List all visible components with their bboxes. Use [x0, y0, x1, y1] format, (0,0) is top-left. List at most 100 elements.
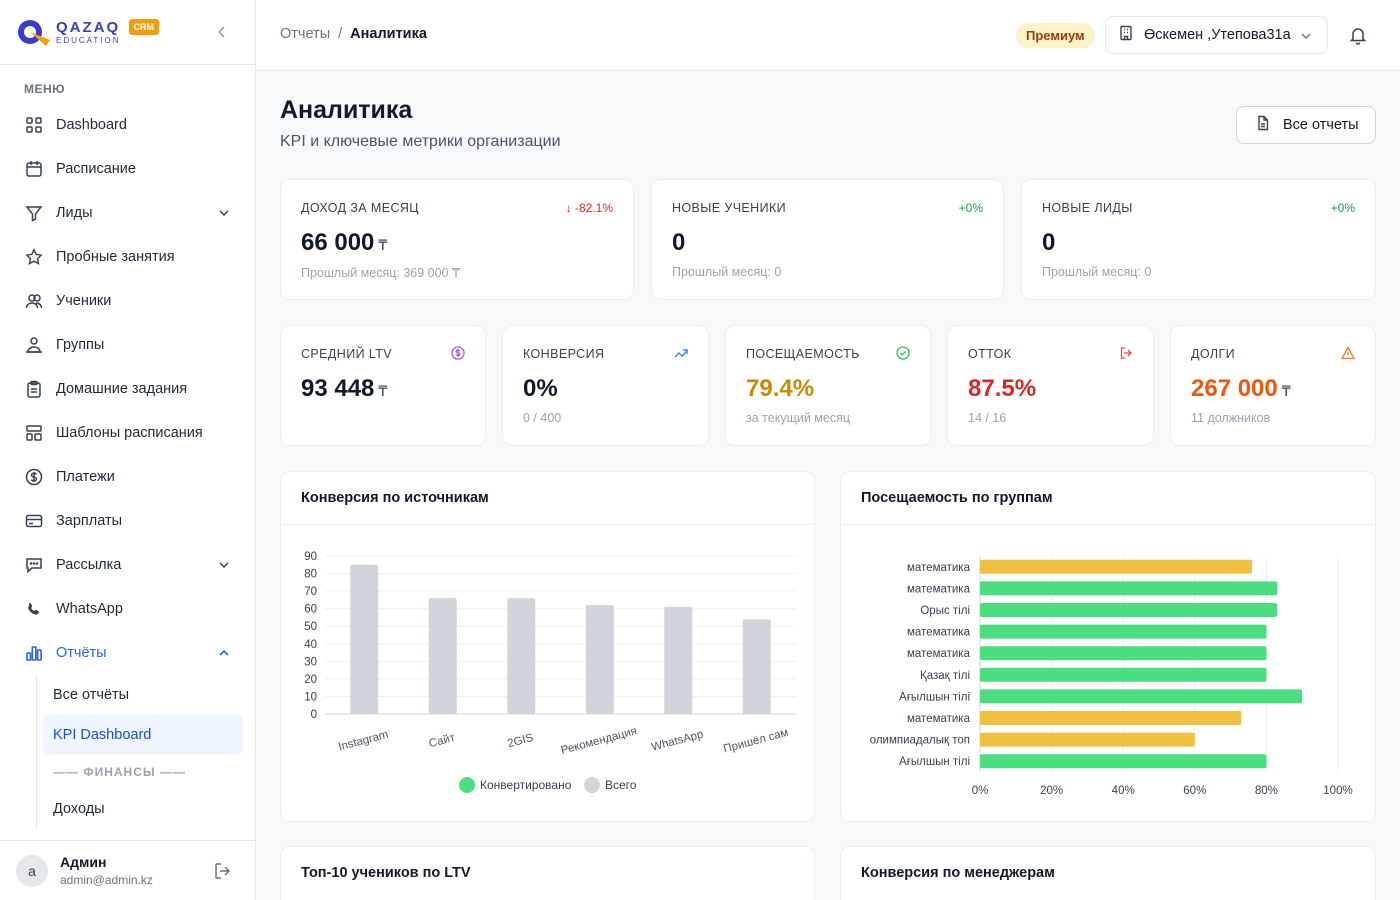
kpi-delta: +0%	[958, 201, 983, 215]
warning-icon	[1340, 346, 1356, 365]
users-icon	[24, 291, 44, 311]
breadcrumb-current: Аналитика	[350, 26, 427, 42]
kpi-value: 0%	[523, 375, 558, 402]
phone-icon	[24, 599, 44, 619]
chevron-up-icon[interactable]	[216, 645, 232, 665]
y-tick-label: математика	[907, 627, 971, 639]
kpi-sub: за текущий месяц	[746, 411, 850, 425]
arrow-down-icon: ↓	[565, 201, 572, 215]
x-tick-label: 60%	[1183, 785, 1206, 797]
avatar[interactable]: a	[16, 854, 48, 887]
kpi-card-churn: ОТТОК 87.5% 14 / 16	[947, 325, 1154, 446]
nav-label: Рассылка	[56, 557, 122, 573]
kpi-value: 79.4%	[746, 375, 815, 402]
logo-mark-icon	[16, 16, 52, 48]
kpi-value: 267 000 ₸	[1191, 375, 1291, 402]
nav-item-groups[interactable]: Группы	[10, 323, 246, 367]
legend-label: Всего	[605, 778, 637, 792]
card-icon	[24, 511, 44, 531]
y-tick-label: Орыс тілі	[920, 605, 970, 617]
top-bar: Отчеты / Аналитика Премиум Өскемен ,Утепов…	[256, 0, 1400, 71]
kpi-label: ОТТОК	[968, 347, 1012, 361]
branch-selector[interactable]: Өскемен ,Утепова31а	[1105, 16, 1328, 54]
x-tick-label: WhatsApp	[650, 728, 704, 753]
y-tick-label: 0	[311, 709, 317, 721]
page-subtitle: KPI и ключевые метрики организации	[280, 133, 561, 150]
kpi-sub: Прошлый месяц: 0	[672, 265, 782, 279]
nav-item-mailing[interactable]: Рассылка	[10, 543, 246, 587]
y-tick-label: Ағылшын тілі	[899, 691, 970, 703]
y-tick-label: 90	[304, 551, 317, 563]
breadcrumb-separator: /	[338, 26, 343, 42]
bar-attendance	[980, 732, 1195, 747]
nav-item-homework[interactable]: Домашние задания	[10, 367, 246, 411]
nav-item-schedule[interactable]: Расписание	[10, 147, 246, 191]
group-icon	[24, 335, 44, 355]
user-panel: a Админ admin@admin.kz	[0, 840, 256, 900]
all-reports-button[interactable]: Все отчеты	[1236, 106, 1376, 144]
chevron-left-icon	[217, 26, 225, 38]
sidebar-header: QAZAQ EDUCATION CRM	[0, 0, 255, 65]
chevron-down-icon[interactable]	[216, 557, 232, 577]
kpi-sub: Прошлый месяц: 0	[1042, 265, 1152, 279]
kpi-card-monthly-income: ДОХОД ЗА МЕСЯЦ ↓ -82.1% 66 000 ₸ Прошлый …	[280, 179, 634, 300]
legend-swatch	[584, 777, 600, 793]
finance-separator: —— ФИНАНСЫ ——	[53, 765, 186, 779]
panel-title: Конверсия по менеджерам	[861, 865, 1055, 881]
dollar-circle-icon	[451, 346, 465, 365]
nav-item-trial-lessons[interactable]: Пробные занятия	[10, 235, 246, 279]
sub-item-income[interactable]: Доходы	[53, 801, 105, 817]
trend-up-icon	[674, 346, 688, 365]
nav-label: Лиды	[56, 205, 93, 221]
breadcrumb: Отчеты / Аналитика	[280, 26, 427, 42]
bar-attendance	[980, 603, 1278, 617]
notifications-button[interactable]	[1348, 25, 1368, 50]
chevron-down-icon[interactable]	[216, 205, 232, 225]
funnel-icon	[24, 203, 44, 223]
menu-section-title: МЕНЮ	[24, 82, 66, 96]
user-name: Админ	[60, 854, 107, 870]
nav-item-whatsapp[interactable]: WhatsApp	[10, 587, 246, 631]
bar-attendance	[980, 646, 1267, 661]
collapse-sidebar-button[interactable]	[212, 22, 232, 42]
nav-item-salaries[interactable]: Зарплаты	[10, 499, 246, 543]
legend-swatch	[459, 777, 475, 793]
bar-total	[428, 598, 457, 714]
nav-item-schedule-templates[interactable]: Шаблоны расписания	[10, 411, 246, 455]
brand-logo[interactable]: QAZAQ EDUCATION CRM	[16, 16, 160, 48]
sub-item-kpi-dashboard[interactable]: KPI Dashboard	[43, 715, 243, 755]
nav-item-students[interactable]: Ученики	[10, 279, 246, 323]
breadcrumb-parent[interactable]: Отчеты	[280, 26, 331, 42]
logout-button[interactable]	[213, 861, 233, 886]
y-tick-label: 30	[304, 656, 317, 668]
nav-label: Расписание	[56, 161, 136, 177]
nav-item-leads[interactable]: Лиды	[10, 191, 246, 235]
star-icon	[24, 247, 44, 267]
crm-badge: CRM	[128, 19, 160, 35]
chevron-down-icon	[1299, 29, 1313, 47]
y-tick-label: 80	[304, 569, 317, 581]
kpi-delta: +0%	[1330, 201, 1355, 215]
kpi-card-new-leads: НОВЫЕ ЛИДЫ +0% 0 Прошлый месяц: 0	[1021, 179, 1376, 300]
kpi-sub: 11 должников	[1191, 411, 1271, 425]
y-tick-label: 50	[304, 621, 317, 633]
kpi-value: 0	[1042, 229, 1056, 256]
bar-total	[585, 605, 614, 714]
brand-tagline: EDUCATION	[56, 35, 121, 45]
nav-item-payments[interactable]: Платежи	[10, 455, 246, 499]
bar-attendance	[980, 754, 1267, 769]
clipboard-icon	[24, 379, 44, 399]
y-tick-label: 60	[304, 604, 317, 616]
sub-item-all-reports[interactable]: Все отчёты	[53, 687, 130, 703]
template-icon	[24, 423, 44, 443]
kpi-label: НОВЫЕ УЧЕНИКИ	[672, 201, 787, 215]
nav-label: Шаблоны расписания	[56, 425, 203, 441]
brand-name: QAZAQ	[56, 18, 121, 36]
nav-item-dashboard[interactable]: Dashboard	[10, 103, 246, 147]
y-tick-label: Қазақ тілі	[920, 670, 970, 682]
kpi-value: 87.5%	[968, 375, 1037, 402]
nav-item-reports[interactable]: Отчёты	[10, 631, 246, 675]
bar-attendance	[980, 667, 1267, 682]
dashboard-icon	[24, 115, 44, 135]
kpi-label: НОВЫЕ ЛИДЫ	[1042, 201, 1133, 215]
